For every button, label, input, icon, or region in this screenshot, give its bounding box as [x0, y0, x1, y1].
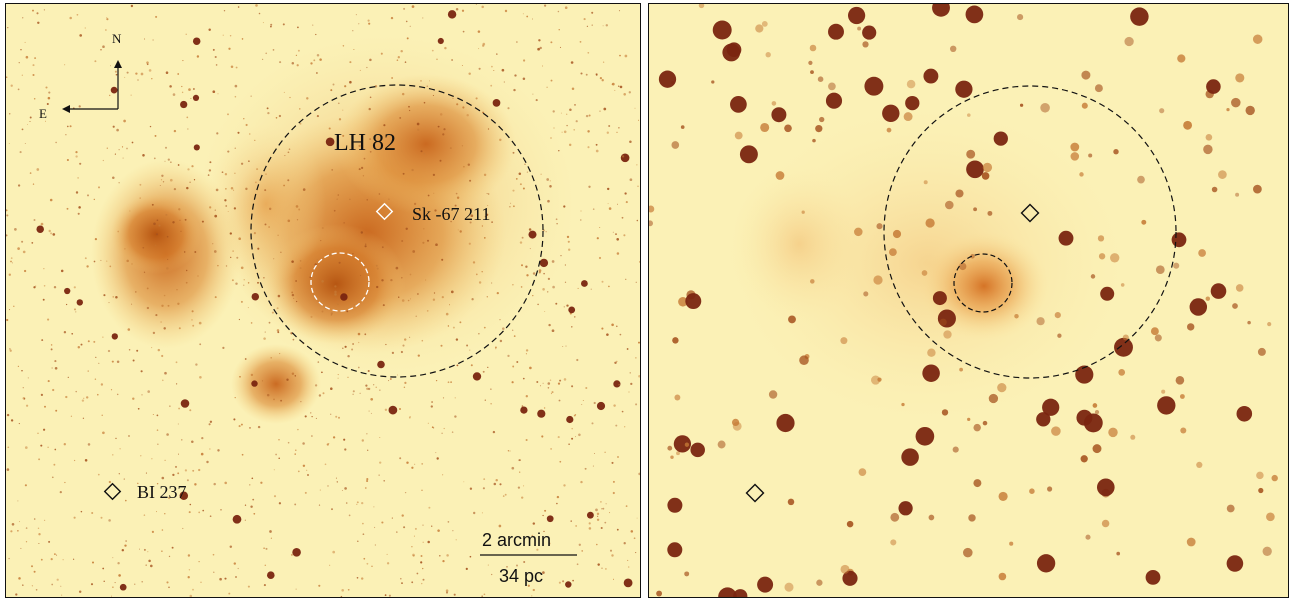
- right-image-canvas: [649, 4, 1278, 597]
- cluster-label: LH 82: [334, 130, 396, 156]
- central-region-circle: [310, 252, 370, 312]
- star-marker-bi: [745, 483, 765, 503]
- scale-bar-bottom-label: 34 pc: [499, 566, 543, 586]
- left-image-panel: N E LH 82 Sk -67 211 BI 237 2 arcmin 34 …: [5, 3, 641, 598]
- right-image-panel: [648, 3, 1289, 598]
- left-image-canvas: N E LH 82 Sk -67 211 BI 237 2 arcmin 34 …: [6, 4, 640, 597]
- compass-east-label: E: [39, 106, 47, 121]
- star-field: [6, 4, 640, 597]
- star-marker-sk: [1020, 203, 1040, 223]
- star-label-sk: Sk -67 211: [412, 204, 490, 224]
- central-region-circle: [953, 253, 1013, 313]
- star-marker-sk: [375, 202, 394, 221]
- nebula-emission: [91, 34, 576, 424]
- cluster-boundary-circle: [883, 85, 1177, 379]
- nebula-emission: [729, 104, 1129, 424]
- compass-north-label: N: [112, 31, 122, 46]
- compass: N E: [39, 31, 122, 121]
- star-marker-bi: [103, 482, 122, 501]
- star-label-bi: BI 237: [137, 482, 187, 502]
- star-field: [649, 4, 1278, 597]
- scale-bar-top-label: 2 arcmin: [482, 530, 551, 550]
- cluster-boundary-circle: [250, 84, 544, 378]
- scale-bar: 2 arcmin 34 pc: [480, 530, 577, 586]
